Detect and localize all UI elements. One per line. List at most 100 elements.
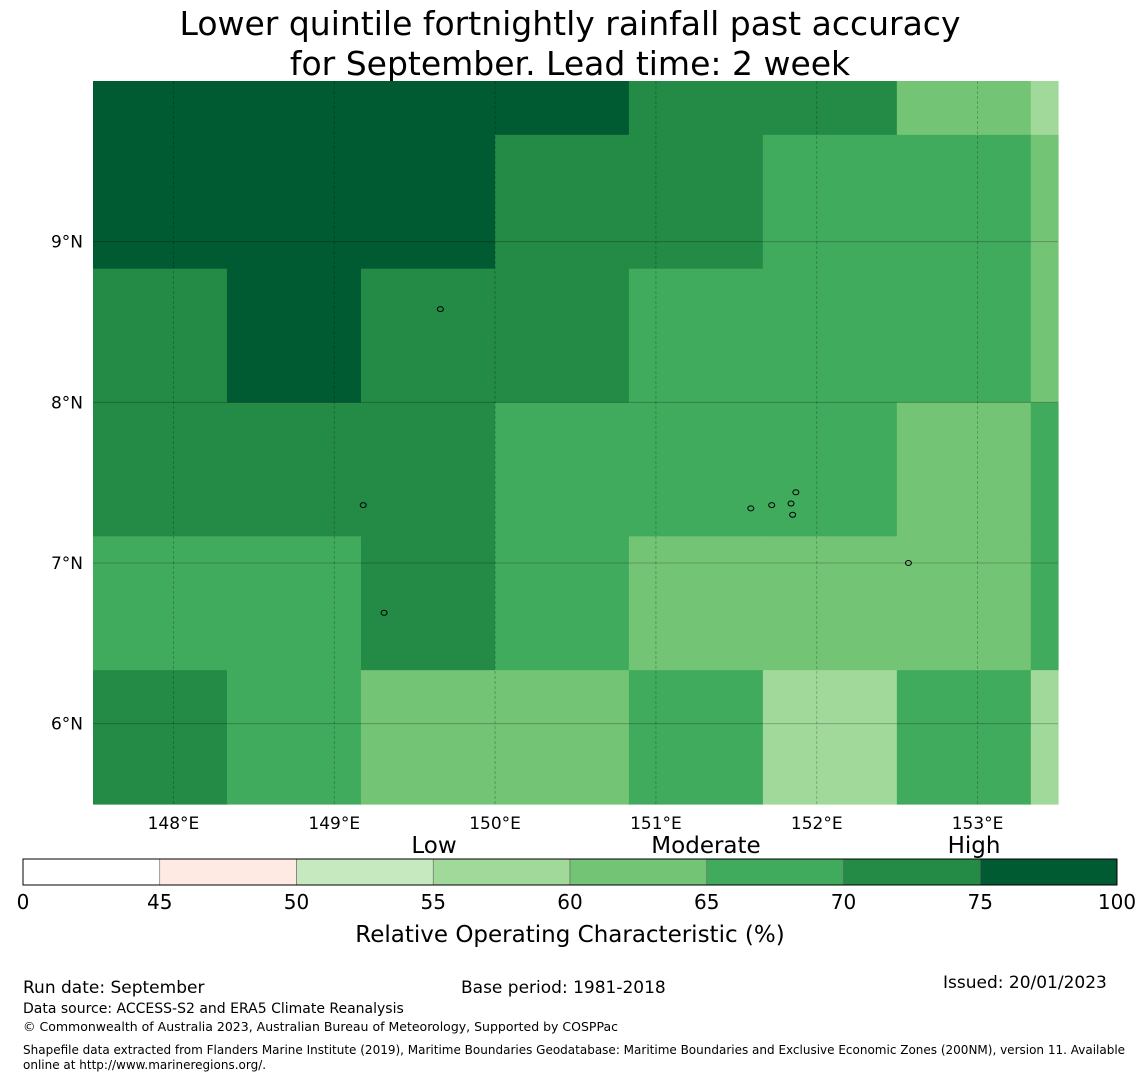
grid-cell [762, 134, 898, 270]
grid-cell [494, 402, 630, 537]
latitude-tick-labels: 9°N 8°N 7°N 6°N [51, 233, 83, 735]
colorbar-tick-label: 50 [284, 890, 309, 914]
grid-cell [628, 402, 764, 537]
grid-cell [762, 670, 898, 805]
grid-cell [93, 81, 228, 136]
grid-cell [226, 670, 362, 805]
forecast-accuracy-map: 148°E 149°E 150°E 151°E 152°E 153°E 9°N 8°N 7°N… [17, 81, 1136, 948]
island-outline [787, 500, 795, 507]
colorbar-segment [432, 858, 571, 886]
grid-cell [226, 81, 362, 136]
colorbar-segments [22, 858, 1118, 886]
grid-cell [762, 81, 898, 136]
map-title-line-2: for September. Lead time: 2 week [289, 44, 851, 83]
base-period: Base period: 1981-2018 [461, 978, 666, 998]
latitude-tick-label: 6°N [51, 715, 83, 735]
grid-cell [494, 134, 630, 270]
longitude-tick-label: 149°E [308, 814, 360, 834]
grid-cell [226, 268, 362, 404]
grid-cell [226, 402, 362, 537]
grid-cell [896, 536, 1032, 671]
grid-cell [494, 81, 630, 136]
grid-cell [494, 670, 630, 805]
grid-cell [896, 670, 1032, 805]
category-label-low: Low [411, 833, 456, 859]
colorbar-segment [706, 858, 844, 886]
colorbar-tick-label: 60 [557, 890, 582, 914]
grid-cell [93, 536, 228, 671]
data-source: Data source: ACCESS-S2 and ERA5 Climate … [23, 1001, 404, 1017]
colorbar-segment [159, 858, 297, 886]
island-outline [789, 511, 797, 518]
grid-cell [762, 268, 898, 404]
grid-cell [360, 268, 496, 404]
map-title-line-1: Lower quintile fortnightly rainfall past… [179, 4, 961, 43]
island-outline [747, 505, 755, 512]
grid-cell [896, 134, 1032, 270]
grid-cell [628, 268, 764, 404]
island-outline [359, 502, 367, 509]
colorbar-tick-label: 55 [421, 890, 446, 914]
coastlines [359, 306, 912, 616]
grid-cell [1030, 81, 1059, 136]
colorbar-outline [22, 858, 1118, 886]
grid-cell [1030, 536, 1059, 671]
copyright-notice: © Commonwealth of Australia 2023, Austra… [23, 1019, 618, 1034]
latitude-tick-label: 9°N [51, 233, 83, 253]
grid-cell [494, 536, 630, 671]
graticule [93, 81, 1058, 804]
colorbar-segment [296, 858, 434, 886]
grid-cell [360, 81, 496, 136]
shapefile-credit-line-2: online at http://www.marineregions.org/. [23, 1058, 267, 1072]
grid-cell [762, 536, 898, 671]
grid-cell [628, 670, 764, 805]
grid-cell [896, 81, 1032, 136]
grid-cell [628, 134, 764, 270]
grid-cell [360, 134, 496, 270]
island-outline [380, 609, 388, 616]
longitude-tick-label: 153°E [952, 814, 1004, 834]
island-outline [436, 306, 444, 313]
longitude-tick-label: 152°E [791, 814, 843, 834]
run-date: Run date: September [23, 978, 205, 998]
island-outline [792, 489, 800, 496]
colorbar-tick-label: 45 [147, 890, 172, 914]
grid-cell [93, 134, 228, 270]
island-outline [904, 560, 912, 566]
grid-cell [360, 402, 496, 537]
category-label-moderate: Moderate [651, 833, 760, 859]
colorbar-axis-label: Relative Operating Characteristic (%) [355, 922, 784, 948]
grid-cell [226, 536, 362, 671]
issued-date: Issued: 20/01/2023 [943, 973, 1107, 993]
grid-cell [93, 268, 228, 404]
shapefile-credit-line-1: Shapefile data extracted from Flanders M… [23, 1043, 1126, 1057]
grid-cell [360, 670, 496, 805]
grid-cell [360, 536, 496, 671]
longitude-tick-labels: 148°E 149°E 150°E 151°E 152°E 153°E [148, 814, 1004, 834]
category-label-high: High [948, 833, 1001, 859]
grid-cell [1030, 402, 1059, 537]
latitude-tick-label: 7°N [51, 554, 83, 574]
colorbar-segment [569, 858, 708, 886]
grid-cell [896, 268, 1032, 404]
grid-cell [494, 268, 630, 404]
colorbar-tick-label: 75 [968, 890, 993, 914]
grid-cell [93, 402, 228, 537]
colorbar-segment [979, 858, 1118, 886]
grid-cell [1030, 670, 1059, 805]
longitude-tick-label: 150°E [469, 814, 521, 834]
longitude-tick-label: 151°E [630, 814, 682, 834]
colorbar-segment [843, 858, 981, 886]
colorbar-tick-label: 65 [694, 890, 719, 914]
latitude-tick-label: 8°N [51, 393, 83, 413]
colorbar-tick-label: 0 [17, 890, 30, 914]
grid-cell [1030, 268, 1059, 404]
grid-cell [762, 402, 898, 537]
grid-cell [628, 81, 764, 136]
colorbar-tick-label: 100 [1098, 890, 1136, 914]
colorbar-tick-labels: 0 45 50 55 60 65 70 75 100 [17, 890, 1136, 914]
grid-cell [628, 536, 764, 671]
island-outline [768, 502, 776, 509]
grid-cell [93, 670, 228, 805]
grid-cell [1030, 134, 1059, 270]
